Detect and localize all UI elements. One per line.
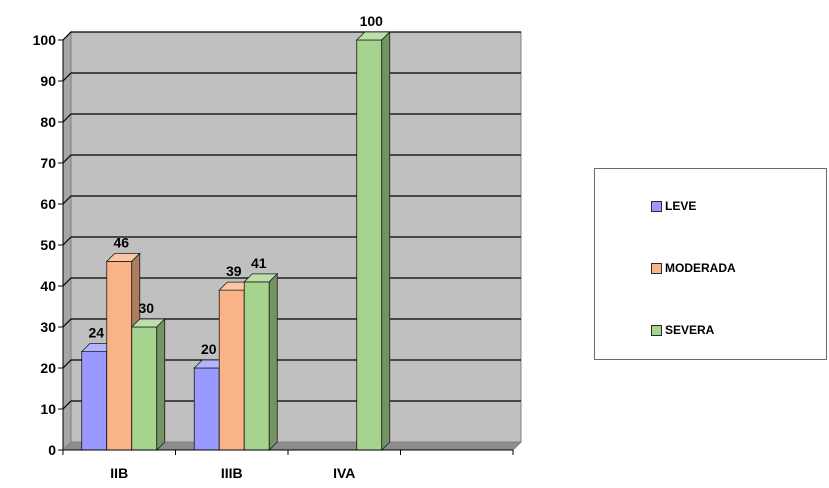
data-label-severa: 30 [138, 300, 154, 316]
x-tick-label: IIB [110, 465, 128, 481]
bar-front [356, 39, 383, 451]
legend-label-leve: LEVE [665, 199, 697, 213]
legend-label-moderada: MODERADA [665, 261, 736, 275]
data-label-leve: 24 [88, 325, 104, 341]
data-label-moderada: 46 [113, 234, 129, 250]
x-tick-label: IVA [333, 465, 355, 481]
data-label-moderada: 39 [226, 263, 242, 279]
legend-item-severa: SEVERA [651, 323, 714, 337]
legend-swatch-leve [651, 200, 662, 212]
y-tick-label: 70 [40, 155, 56, 171]
y-tick-label: 100 [33, 32, 57, 48]
bar-severa-iiib [243, 272, 279, 451]
y-tick-label: 90 [40, 73, 56, 89]
data-label-severa: 100 [360, 13, 384, 29]
y-tick-label: 80 [40, 114, 56, 130]
bar-front [131, 326, 158, 451]
data-label-severa: 41 [251, 255, 267, 271]
y-tick-label: 0 [48, 442, 56, 458]
bar-front [243, 281, 270, 451]
legend-swatch-moderada [651, 262, 662, 274]
bar-side [381, 31, 391, 451]
data-labels: 24 46 30 20 39 41 100 [88, 13, 383, 357]
legend: LEVE MODERADA SEVERA [594, 168, 827, 360]
y-tick-label: 10 [40, 401, 56, 417]
y-axis: 0 10 20 30 40 50 60 70 80 90 100 [33, 32, 64, 458]
bars [80, 31, 391, 451]
bar-front [193, 367, 220, 451]
bar-severa-iva [355, 31, 391, 451]
bar-side [268, 272, 278, 451]
y-tick-label: 60 [40, 196, 56, 212]
data-label-leve: 20 [201, 341, 217, 357]
legend-label-severa: SEVERA [665, 323, 715, 337]
legend-item-leve: LEVE [651, 199, 696, 213]
legend-swatch-severa [651, 324, 662, 336]
x-axis: IIB IIIB IVA [62, 449, 514, 481]
y-tick-label: 30 [40, 319, 56, 335]
x-tick-label: IIIB [221, 465, 243, 481]
bar-front [106, 260, 133, 451]
y-tick-label: 50 [40, 237, 56, 253]
bar-front [81, 351, 108, 451]
legend-item-moderada: MODERADA [651, 261, 736, 275]
y-tick-label: 40 [40, 278, 56, 294]
bar-front [218, 289, 245, 451]
bar-severa-iib [130, 318, 166, 451]
bar-side [156, 318, 166, 451]
y-tick-label: 20 [40, 360, 56, 376]
